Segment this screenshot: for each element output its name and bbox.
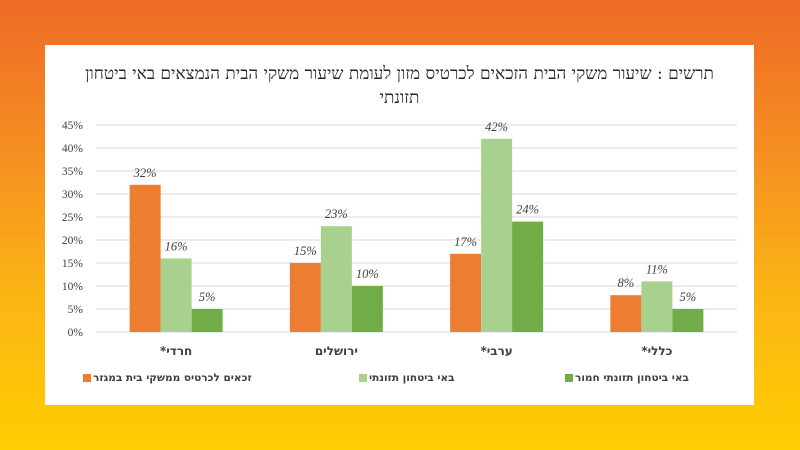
data-label: 8% (618, 276, 635, 290)
bar (641, 281, 673, 332)
y-tick-label: 15% (62, 258, 84, 270)
bar (289, 263, 321, 332)
bar (160, 258, 192, 332)
data-label: 23% (325, 207, 348, 221)
data-label: 11% (646, 262, 668, 276)
legend-label-food-insecurity: באי ביטחון תזונתי (369, 372, 455, 384)
data-label: 15% (294, 244, 317, 258)
legend-swatch-eligible (83, 374, 91, 382)
chart-panel: תרשים : שיעור משקי הבית הזכאים לכרטיס מז… (45, 45, 754, 405)
chart-title: תרשים : שיעור משקי הבית הזכאים לכרטיס מז… (85, 64, 714, 108)
y-tick-label: 0% (68, 327, 84, 339)
y-tick-label: 25% (62, 212, 84, 224)
legend-label-severe-food-insecurity: באי ביטחון תזונתי חמור (575, 372, 689, 384)
y-tick-label: 30% (62, 189, 84, 201)
data-label: 5% (680, 290, 697, 304)
data-label: 32% (133, 166, 157, 180)
y-tick-label: 20% (62, 235, 84, 247)
data-label: 24% (516, 203, 539, 217)
data-label: 17% (454, 235, 477, 249)
legend-item-eligible: זכאים לכרטיס ממשקי בית במגזר (83, 372, 252, 384)
bar (450, 253, 482, 332)
data-label: 16% (165, 239, 188, 253)
legend-item-severe-food-insecurity: באי ביטחון תזונתי חמור (565, 372, 689, 384)
bar (481, 138, 513, 332)
y-tick-label: 40% (62, 143, 84, 155)
bar (512, 221, 544, 332)
y-tick-label: 10% (62, 281, 84, 293)
bar (129, 184, 161, 332)
y-tick-label: 5% (68, 304, 84, 316)
bar (320, 226, 352, 332)
data-label: 10% (356, 267, 379, 281)
legend-swatch-food-insecurity (359, 374, 367, 382)
bar (351, 286, 383, 332)
legend-label-eligible: זכאים לכרטיס ממשקי בית במגזר (93, 372, 252, 384)
legend: זכאים לכרטיס ממשקי בית במגזר באי ביטחון … (45, 372, 754, 388)
bar (610, 295, 642, 332)
y-tick-label: 45% (62, 120, 84, 132)
bar (672, 309, 704, 332)
bar (191, 309, 223, 332)
x-category-label: ערבי* (480, 344, 512, 358)
data-label: 42% (485, 120, 508, 134)
data-label: 5% (199, 290, 216, 304)
bar-chart: 0% 5% 10% 15% 20% 25% 30% 35% 40% 45% 32% 16% 5% חרדי… (62, 120, 737, 358)
x-category-label: כללי* (641, 344, 672, 358)
x-category-label: ירושלים (315, 344, 358, 358)
y-tick-label: 35% (62, 166, 84, 178)
legend-item-food-insecurity: באי ביטחון תזונתי (359, 372, 455, 384)
x-category-label: חרדי* (160, 344, 192, 358)
legend-swatch-severe-food-insecurity (565, 374, 573, 382)
